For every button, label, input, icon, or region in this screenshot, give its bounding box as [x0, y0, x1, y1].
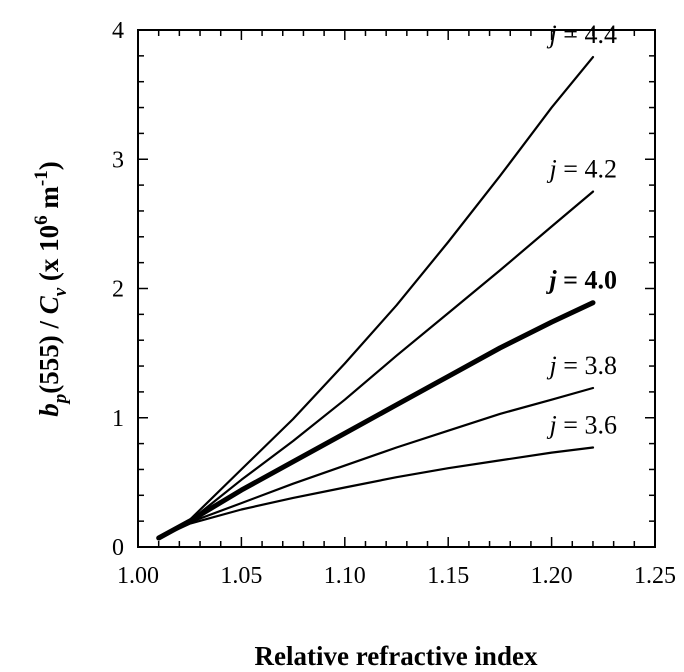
y-tick-label: 3 [112, 147, 124, 173]
series-label-value: = 3.8 [557, 351, 617, 380]
x-tick-label: 1.05 [220, 563, 262, 589]
series-label-value: = 4.4 [557, 20, 617, 49]
x-tick-label: 1.15 [427, 563, 469, 589]
series-label-var: j [545, 266, 557, 295]
x-tick-label: 1.20 [531, 563, 573, 589]
series-line [157, 190, 595, 540]
series-line [157, 386, 595, 540]
series-lines [156, 56, 596, 541]
series-label-var: j [547, 20, 557, 49]
x-axis-title: Relative refractive index [255, 641, 538, 671]
series-label: j = 3.6 [547, 410, 617, 439]
y-tick-label: 2 [112, 277, 124, 303]
series-label: j = 4.0 [545, 266, 617, 295]
series-line [157, 56, 595, 540]
x-tick-labels: 1.00 1.05 1.10 1.15 1.20 1.25 [117, 563, 676, 589]
y-title-mid: (555) / [34, 314, 64, 393]
series-label-var: j [547, 410, 557, 439]
x-tick-label: 1.00 [117, 563, 159, 589]
y-tick-labels: 0 1 2 3 4 [112, 18, 124, 561]
y-tick-label: 0 [112, 535, 124, 561]
y-tick-label: 1 [112, 406, 124, 432]
series-label-value: = 3.6 [557, 410, 617, 439]
series-line [157, 446, 595, 540]
y-title-rest: (x 10 [34, 225, 64, 288]
x-tick-label: 1.25 [634, 563, 676, 589]
series-label-var: j [547, 351, 557, 380]
series-line [156, 300, 596, 541]
y-title-close: ) [34, 161, 64, 170]
y-tick-label: 4 [112, 18, 124, 44]
y-title-p: p [50, 394, 71, 406]
series-label-value: = 4.0 [557, 266, 617, 295]
y-title-expm1: -1 [31, 170, 52, 186]
y-title-unit: m [34, 186, 64, 216]
y-title-b: b [34, 403, 64, 417]
y-axis-title: bp(555) / Cv (x 106 m-1) [31, 161, 71, 417]
x-tick-label: 1.10 [324, 563, 366, 589]
y-title-c: C [34, 295, 64, 314]
y-title-exp6: 6 [31, 215, 52, 225]
y-title-v: v [50, 287, 71, 296]
series-label-var: j [547, 155, 557, 184]
series-label-value: = 4.2 [557, 155, 617, 184]
series-labels: j = 4.4j = 4.2j = 4.0j = 3.8j = 3.6 [545, 20, 617, 439]
series-label: j = 4.2 [547, 155, 617, 184]
series-label: j = 4.4 [547, 20, 617, 49]
axis-ticks [137, 29, 656, 548]
series-label: j = 3.8 [547, 351, 617, 380]
